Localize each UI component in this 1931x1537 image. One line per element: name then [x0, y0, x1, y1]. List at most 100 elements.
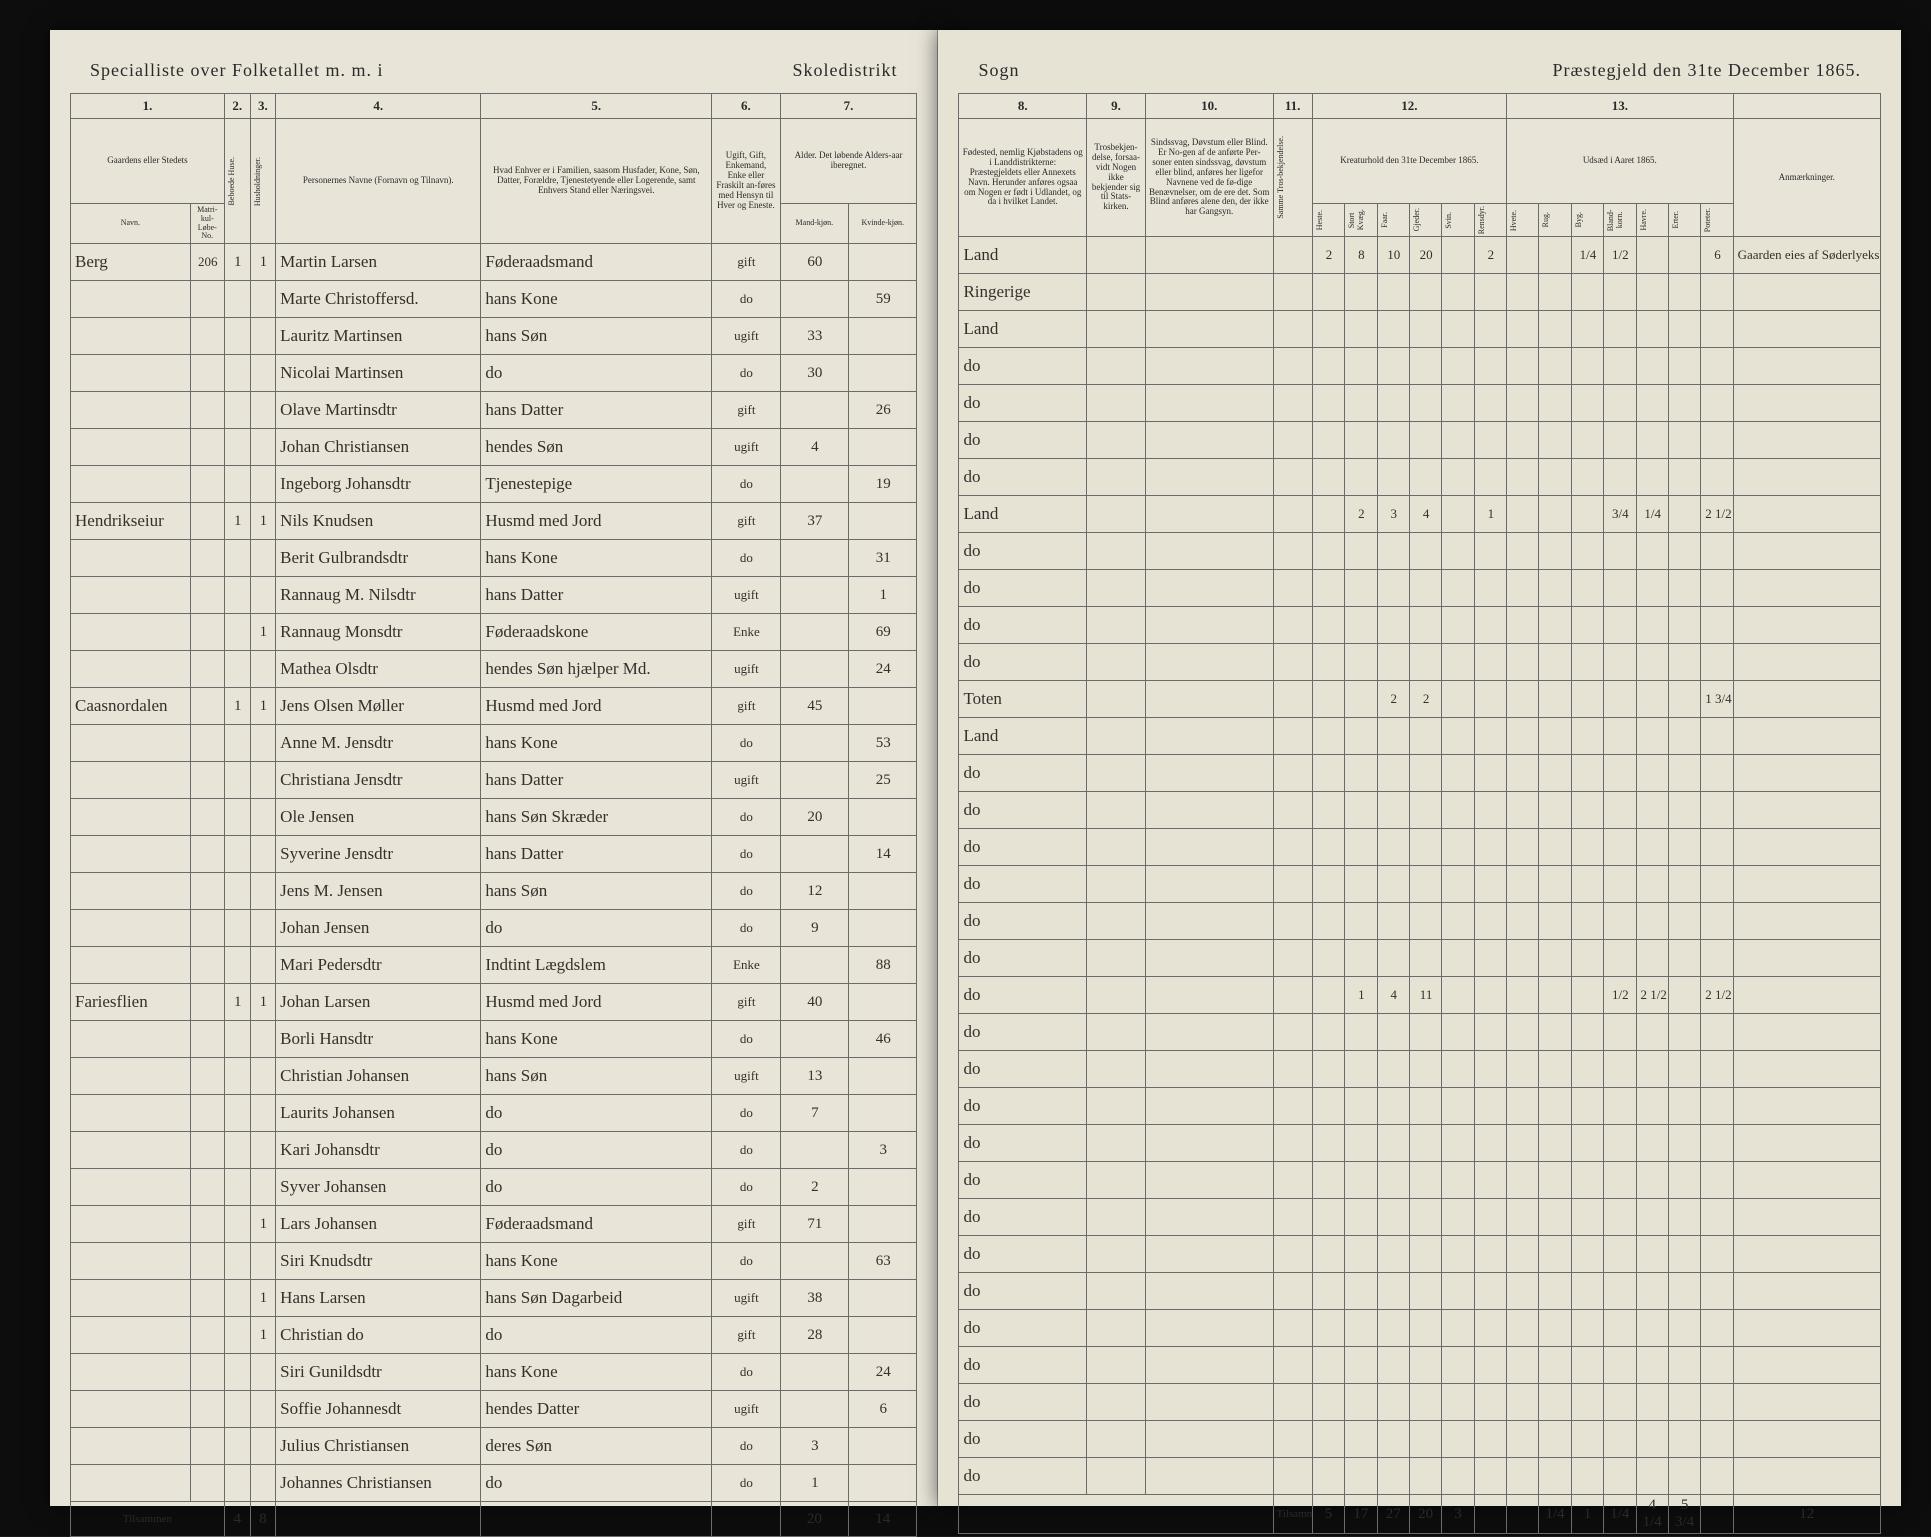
cell-fode: do	[959, 533, 1087, 570]
cell-k0	[1312, 681, 1344, 718]
cell-kk: 63	[849, 1243, 917, 1280]
cell-hush: 1	[250, 1206, 276, 1243]
cell-u1	[1539, 1088, 1571, 1125]
cell-fam: Husmd med Jord	[481, 503, 712, 540]
cell-hush	[250, 466, 276, 503]
right-table: 8. 9. 10. 11. 12. 13. Fødested, nemlig K…	[958, 93, 1881, 1534]
cell-matr	[190, 910, 224, 947]
cell-k0	[1312, 533, 1344, 570]
cell-u5	[1668, 311, 1700, 348]
cell-k0	[1312, 274, 1344, 311]
cell-sinds	[1145, 829, 1273, 866]
cell-u1	[1539, 718, 1571, 755]
cell-u3	[1604, 718, 1636, 755]
col-sub-kvin: Kvinde-kjøn.	[849, 204, 917, 244]
cell-stand: ugift	[712, 1058, 780, 1095]
table-row: Mathea Olsdtrhendes Søn hjælper Md.ugift…	[71, 651, 917, 688]
cell-fam: do	[481, 1095, 712, 1132]
cell-k2	[1377, 1199, 1409, 1236]
col-sub-mand: Mand-kjøn.	[780, 204, 848, 244]
cell-k3	[1409, 792, 1441, 829]
cell-mk	[780, 947, 848, 984]
table-row: do	[959, 1014, 1881, 1051]
cell-u1	[1539, 1347, 1571, 1384]
cell-k4	[1442, 644, 1474, 681]
cell-u4	[1636, 1273, 1668, 1310]
cell-hush	[250, 799, 276, 836]
cell-k0	[1312, 422, 1344, 459]
cell-gaard	[71, 466, 191, 503]
table-row: 1Hans Larsenhans Søn Dagarbeidugift38	[71, 1280, 917, 1317]
cell-u2	[1571, 792, 1603, 829]
table-row: Johannes Christiansendodo1	[71, 1465, 917, 1502]
cell-gaard	[71, 799, 191, 836]
cell-fam: hans Kone	[481, 281, 712, 318]
colnum: 1.	[71, 94, 225, 119]
cell-stand: ugift	[712, 429, 780, 466]
cell-u5	[1668, 792, 1700, 829]
cell-k4	[1442, 681, 1474, 718]
cell-u2: 1/4	[1571, 237, 1603, 274]
cell-k2	[1377, 903, 1409, 940]
cell-k2	[1377, 718, 1409, 755]
cell-k1	[1345, 422, 1377, 459]
cell-navn: Siri Knudsdtr	[276, 1243, 481, 1280]
cell-anm	[1733, 644, 1880, 681]
cell-navn: Martin Larsen	[276, 244, 481, 281]
cell-sinds	[1145, 1384, 1273, 1421]
cell-u6	[1701, 533, 1733, 570]
cell-tros	[1087, 1458, 1146, 1495]
cell-fode: do	[959, 1199, 1087, 1236]
cell-sinds	[1145, 1088, 1273, 1125]
cell-anm: Gaarden eies af Søderlyeksbaardt	[1733, 237, 1880, 274]
cell-u0	[1507, 829, 1539, 866]
cell-u0	[1507, 496, 1539, 533]
cell-k3	[1409, 348, 1441, 385]
cell-u4	[1636, 1014, 1668, 1051]
col-head-alder: Alder. Det løbende Alders-aar iberegnet.	[780, 119, 917, 204]
cell-stand: do	[712, 355, 780, 392]
cell-u0	[1507, 681, 1539, 718]
cell-fode: do	[959, 385, 1087, 422]
cell-fode: do	[959, 1125, 1087, 1162]
cell-u0	[1507, 1310, 1539, 1347]
col-head-hvad: Hvad Enhver er i Familien, saasom Husfad…	[481, 119, 712, 244]
cell-samme	[1273, 1384, 1312, 1421]
cell-k1	[1345, 1051, 1377, 1088]
cell-mk	[780, 1132, 848, 1169]
cell-u4: 1/4	[1636, 496, 1668, 533]
cell-tros	[1087, 459, 1146, 496]
cell-navn: Syver Johansen	[276, 1169, 481, 1206]
cell-k1	[1345, 644, 1377, 681]
cell-kk	[849, 1428, 917, 1465]
cell-u2	[1571, 348, 1603, 385]
cell-tros	[1087, 866, 1146, 903]
cell-u4	[1636, 570, 1668, 607]
cell-k2	[1377, 459, 1409, 496]
cell-anm	[1733, 1458, 1880, 1495]
cell-huse	[224, 1021, 250, 1058]
cell-matr	[190, 577, 224, 614]
cell-u3	[1604, 311, 1636, 348]
cell-u4	[1636, 533, 1668, 570]
cell-mk	[780, 392, 848, 429]
cell-k0	[1312, 459, 1344, 496]
cell-stand: gift	[712, 1317, 780, 1354]
cell-anm	[1733, 607, 1880, 644]
cell-samme	[1273, 644, 1312, 681]
col-head-tros: Trosbekjen-delse, forsaa-vidt Nogen ikke…	[1087, 119, 1146, 237]
cell-u0	[1507, 1125, 1539, 1162]
cell-u5	[1668, 1421, 1700, 1458]
cell-huse	[224, 1317, 250, 1354]
cell-fode: do	[959, 1310, 1087, 1347]
cell-k0	[1312, 940, 1344, 977]
table-row: do	[959, 1347, 1881, 1384]
cell-u6	[1701, 607, 1733, 644]
cell-u1	[1539, 570, 1571, 607]
cell-samme	[1273, 1458, 1312, 1495]
cell-gaard	[71, 725, 191, 762]
cell-u6	[1701, 570, 1733, 607]
cell-u5	[1668, 570, 1700, 607]
cell-huse	[224, 947, 250, 984]
cell-u2	[1571, 570, 1603, 607]
